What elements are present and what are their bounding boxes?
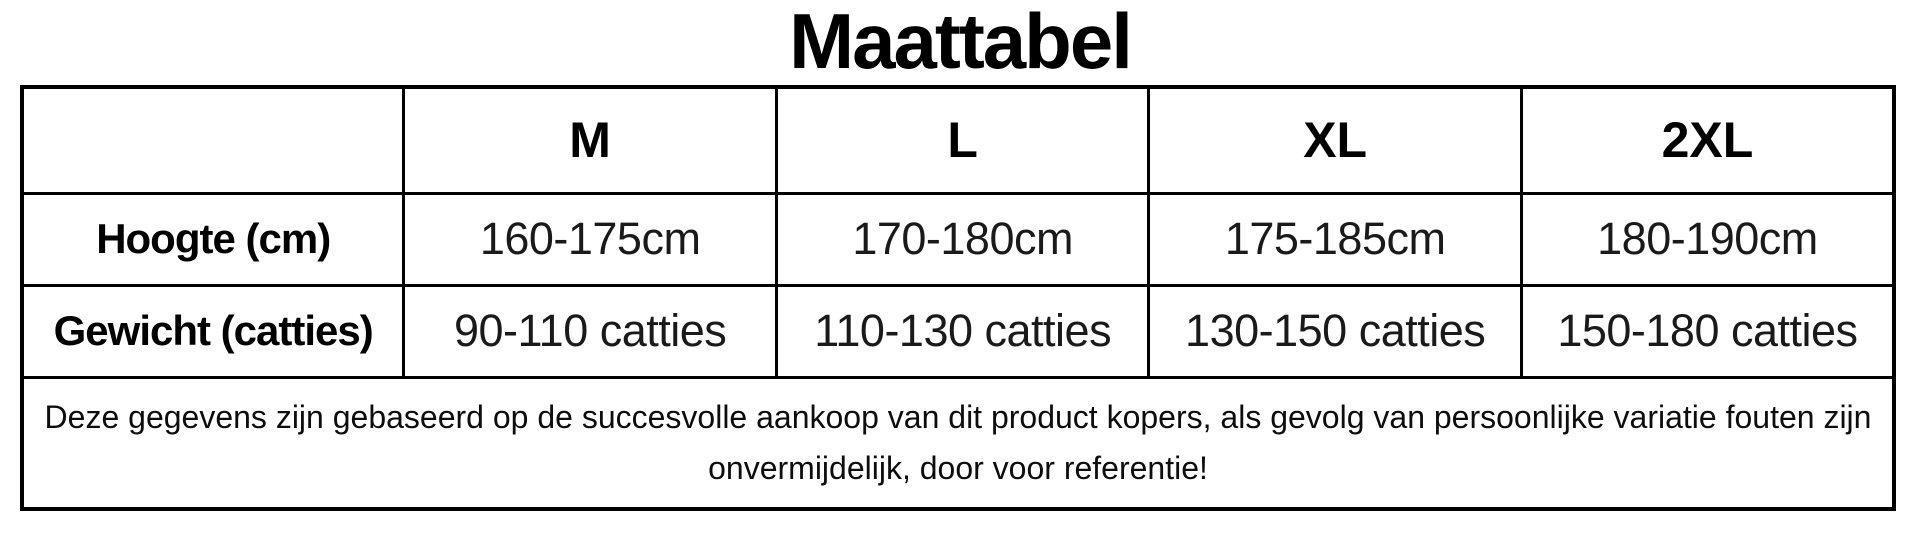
cell-height-l: 170-180cm xyxy=(774,191,1151,287)
cell-height-xl: 175-185cm xyxy=(1147,191,1523,287)
table-row-weight: Gewicht (catties) 90-110 catties 110-130… xyxy=(20,283,1896,379)
cell-weight-l: 110-130 catties xyxy=(774,283,1151,379)
page-title: Maattabel xyxy=(789,0,1133,85)
cell-height-m: 160-175cm xyxy=(402,191,778,287)
cell-height-2xl: 180-190cm xyxy=(1519,191,1896,287)
corner-cell xyxy=(20,85,406,195)
row-label-height: Hoogte (cm) xyxy=(20,191,406,287)
size-table: M L XL 2XL Hoogte (cm) 160-175cm 170-180… xyxy=(20,85,1896,511)
cell-weight-xl: 130-150 catties xyxy=(1147,283,1523,379)
cell-weight-2xl: 150-180 catties xyxy=(1519,283,1896,379)
column-header-l: L xyxy=(774,85,1151,195)
row-label-weight: Gewicht (catties) xyxy=(20,283,406,379)
footnote-text: Deze gegevens zijn gebaseerd op de succe… xyxy=(20,375,1896,511)
column-header-xl: XL xyxy=(1147,85,1523,195)
footnote-row: Deze gegevens zijn gebaseerd op de succe… xyxy=(20,375,1896,511)
table-row-height: Hoogte (cm) 160-175cm 170-180cm 175-185c… xyxy=(20,191,1896,287)
column-header-2xl: 2XL xyxy=(1519,85,1896,195)
column-header-m: M xyxy=(402,85,778,195)
header-row: M L XL 2XL xyxy=(20,85,1896,195)
cell-weight-m: 90-110 catties xyxy=(402,283,778,379)
